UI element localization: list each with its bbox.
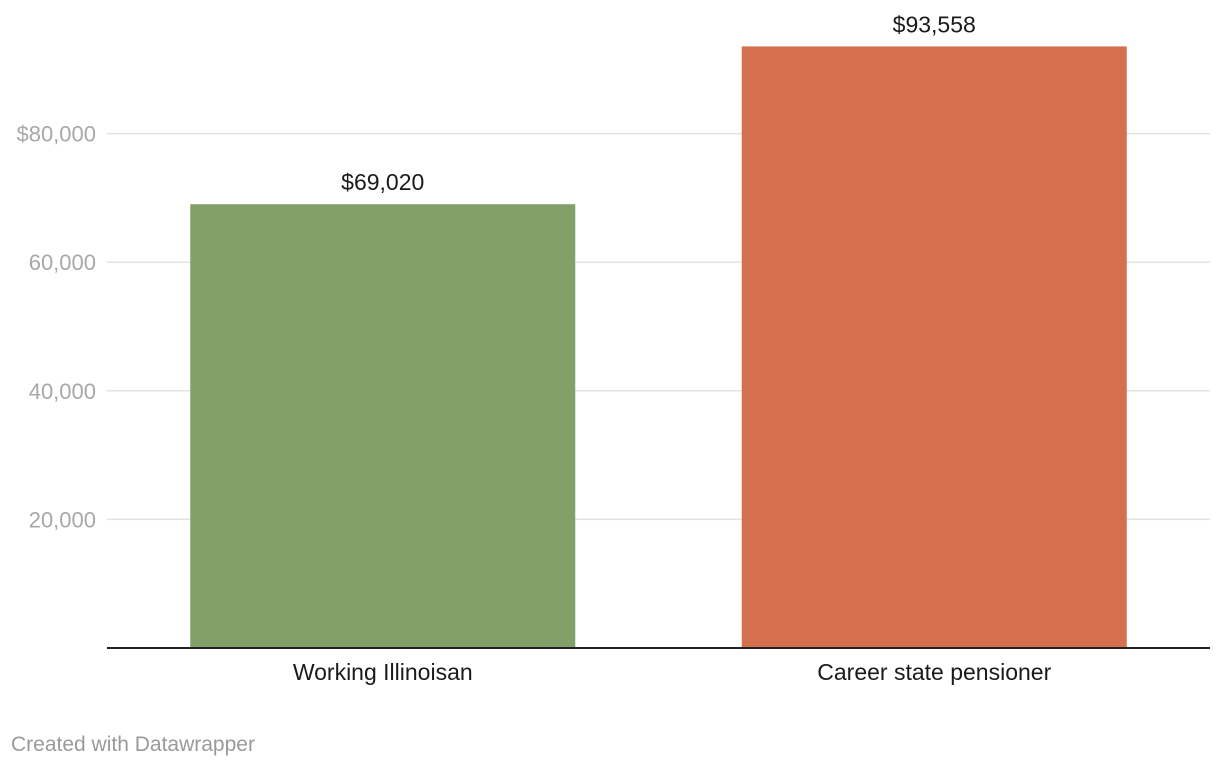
bar-value-label: $69,020 <box>341 169 424 195</box>
x-tick-label: Career state pensioner <box>817 659 1051 685</box>
x-tick-label: Working Illinoisan <box>293 659 473 685</box>
datawrapper-credit: Created with Datawrapper <box>11 733 255 756</box>
bar <box>190 204 576 648</box>
bar-value-labels: $69,020 $93,558 <box>341 11 976 195</box>
y-tick-label: $80,000 <box>16 122 96 147</box>
y-tick-label: 60,000 <box>29 250 96 275</box>
bar <box>741 46 1127 648</box>
bar-value-label: $93,558 <box>893 11 976 37</box>
y-axis-tick-labels: 20,000 40,000 60,000 $80,000 <box>16 122 96 533</box>
bar-chart: 20,000 40,000 60,000 $80,000 $69,020 $93,558… <box>16 11 1210 685</box>
bars <box>190 46 1127 648</box>
x-axis-tick-labels: Working Illinoisan Career state pensioner <box>293 659 1052 685</box>
y-tick-label: 20,000 <box>29 507 96 532</box>
y-tick-label: 40,000 <box>29 379 96 404</box>
